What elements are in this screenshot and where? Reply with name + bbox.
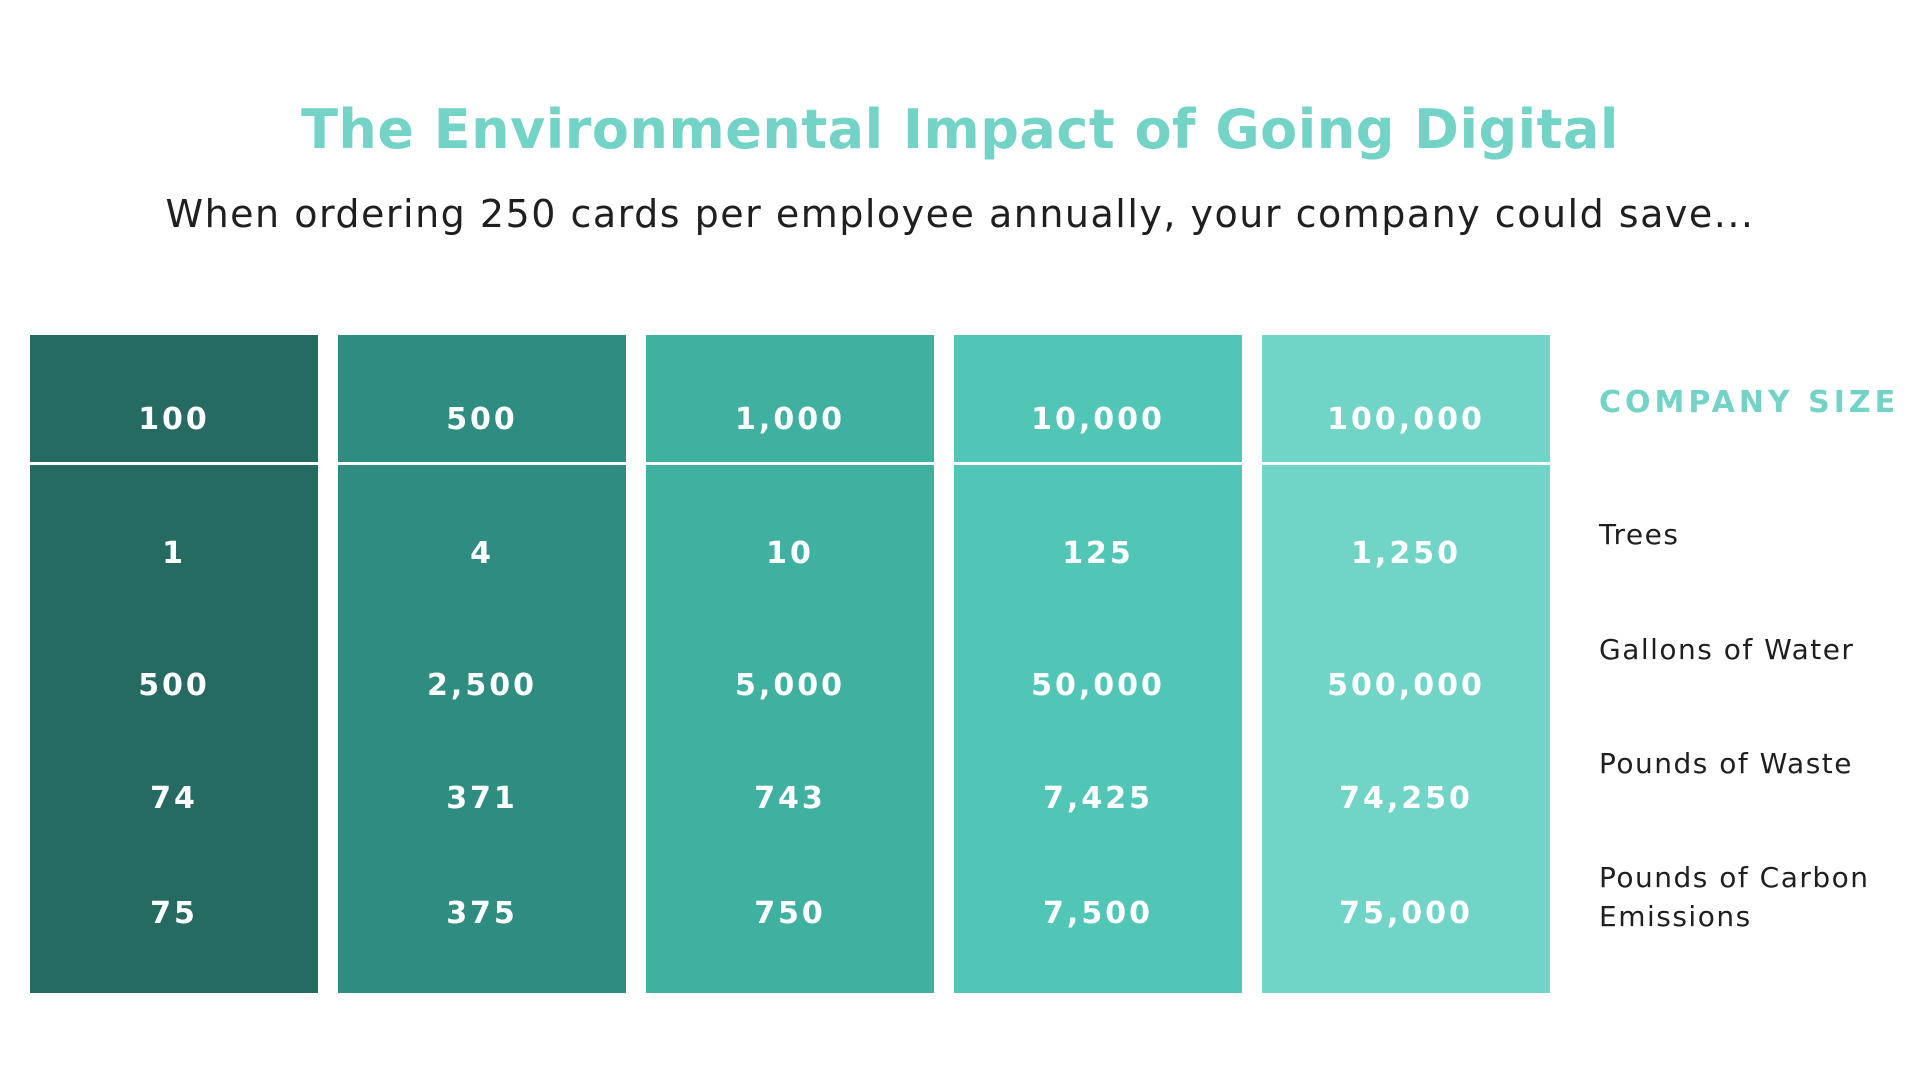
company-size-cell: 1,000 xyxy=(735,402,845,437)
company-size-cell: 500 xyxy=(446,402,518,437)
waste-cell: 371 xyxy=(446,781,518,816)
carbon-cell: 75,000 xyxy=(1339,896,1473,931)
trees-cell: 10 xyxy=(766,536,814,571)
water-cell: 500 xyxy=(138,668,210,703)
company-column-5: 100,000 1,250 500,000 74,250 75,000 xyxy=(1262,335,1550,993)
company-size-cell: 100,000 xyxy=(1327,402,1485,437)
waste-cell: 7,425 xyxy=(1043,781,1153,816)
company-column-3: 1,000 10 5,000 743 750 xyxy=(646,335,934,993)
company-size-cell: 100 xyxy=(138,402,210,437)
carbon-cell: 75 xyxy=(150,896,198,931)
water-cell: 500,000 xyxy=(1327,668,1485,703)
column-divider xyxy=(646,462,934,465)
column-divider xyxy=(954,462,1242,465)
carbon-label: Pounds of Carbon Emissions xyxy=(1599,861,1870,933)
waste-cell: 74,250 xyxy=(1339,781,1473,816)
trees-cell: 1 xyxy=(162,536,186,571)
column-divider xyxy=(1262,462,1550,465)
company-size-cell: 10,000 xyxy=(1031,402,1165,437)
waste-cell: 74 xyxy=(150,781,198,816)
water-cell: 2,500 xyxy=(427,668,537,703)
page-subtitle: When ordering 250 cards per employee ann… xyxy=(165,192,1755,236)
water-cell: 5,000 xyxy=(735,668,845,703)
waste-label: Pounds of Waste xyxy=(1599,747,1854,780)
company-column-4: 10,000 125 50,000 7,425 7,500 xyxy=(954,335,1242,993)
column-divider xyxy=(338,462,626,465)
trees-cell: 4 xyxy=(470,536,494,571)
carbon-cell: 375 xyxy=(446,896,518,931)
water-label: Gallons of Water xyxy=(1599,633,1855,666)
company-column-2: 500 4 2,500 371 375 xyxy=(338,335,626,993)
company-column-1: 100 1 500 74 75 xyxy=(30,335,318,993)
carbon-cell: 7,500 xyxy=(1043,896,1153,931)
trees-cell: 125 xyxy=(1062,536,1134,571)
trees-cell: 1,250 xyxy=(1351,536,1461,571)
column-divider xyxy=(30,462,318,465)
waste-cell: 743 xyxy=(754,781,826,816)
company-size-label: COMPANY SIZE xyxy=(1599,385,1900,420)
water-cell: 50,000 xyxy=(1031,668,1165,703)
page-title: The Environmental Impact of Going Digita… xyxy=(301,98,1619,161)
trees-label: Trees xyxy=(1599,518,1680,551)
carbon-cell: 750 xyxy=(754,896,826,931)
